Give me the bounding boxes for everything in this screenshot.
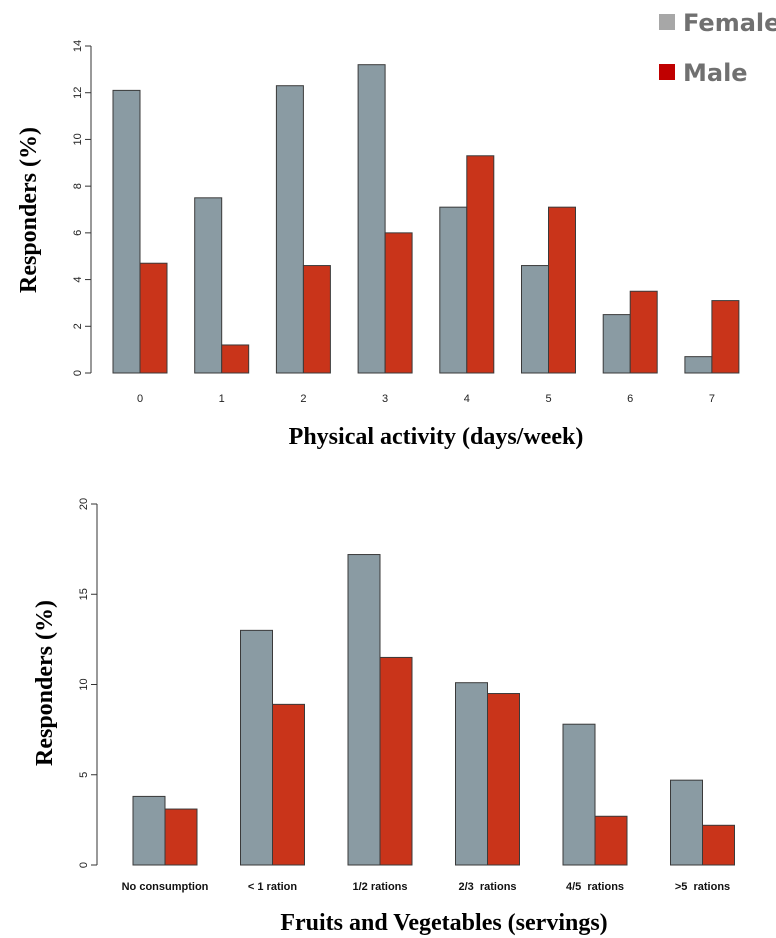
chart1-bars [112, 64, 740, 374]
bar-male-0 [164, 808, 198, 866]
bar-male-5 [702, 824, 735, 866]
y-tick-label: 10 [78, 678, 90, 690]
y-tick-label: 8 [72, 183, 84, 189]
bar-male-1 [221, 344, 250, 374]
bar-male-4 [466, 155, 495, 374]
x-tick-label: >5 rations [675, 881, 730, 893]
y-tick-label: 15 [78, 588, 90, 600]
bar-male-2 [379, 656, 413, 866]
x-tick-label: 1/2 rations [352, 881, 407, 893]
bar-male-3 [487, 693, 520, 866]
bar-female-3 [455, 682, 488, 866]
legend-swatch-male [659, 64, 675, 80]
bar-female-3 [357, 64, 386, 374]
bar-female-7 [684, 356, 713, 374]
x-tick-label: 5 [545, 393, 551, 405]
chart1-y-axis: 0 2 4 6 8 10 12 14 [72, 40, 92, 376]
legend-swatch-female [659, 14, 675, 30]
legend: Female Male [659, 9, 776, 87]
legend-label-female: Female [683, 9, 776, 37]
bar-male-6 [629, 290, 658, 374]
bar-male-4 [594, 815, 628, 866]
bar-male-3 [384, 232, 413, 374]
y-tick-label: 5 [78, 772, 90, 778]
x-tick-label: 2/3 rations [458, 881, 516, 893]
bar-female-1 [194, 197, 223, 374]
bar-female-0 [132, 795, 166, 866]
y-tick-label: 2 [72, 323, 84, 329]
bar-male-7 [711, 300, 740, 374]
legend-label-male: Male [683, 59, 748, 87]
y-tick-label: 20 [78, 498, 90, 510]
bar-female-5 [521, 265, 549, 374]
chart2-y-axis-title: Responders (%) [32, 600, 58, 766]
x-tick-label: 3 [382, 393, 388, 405]
x-tick-label: 4 [464, 393, 470, 405]
y-tick-label: 0 [78, 862, 90, 868]
bar-male-5 [548, 206, 576, 374]
bar-female-5 [670, 779, 703, 866]
x-tick-label: 6 [627, 393, 633, 405]
bar-male-1 [272, 703, 305, 866]
chart2-y-axis: 0 5 10 15 20 [78, 498, 98, 868]
bar-female-6 [602, 314, 631, 374]
bar-female-2 [275, 85, 304, 374]
chart2-x-axis-title: Fruits and Vegetables (servings) [280, 910, 607, 936]
x-tick-label: 7 [709, 393, 715, 405]
chart1-x-tick-labels: 0 1 2 3 4 5 6 7 [137, 393, 715, 405]
x-tick-label: No consumption [122, 881, 209, 893]
y-tick-label: 10 [72, 133, 84, 145]
bar-female-4 [439, 206, 468, 374]
x-tick-label: 1 [219, 393, 225, 405]
y-tick-label: 4 [72, 277, 84, 283]
bar-female-4 [562, 723, 596, 866]
y-tick-label: 0 [72, 370, 84, 376]
chart1-x-axis-title: Physical activity (days/week) [289, 424, 584, 450]
bar-female-1 [240, 629, 273, 866]
x-tick-label: 2 [300, 393, 306, 405]
y-tick-label: 14 [72, 40, 84, 52]
bar-female-2 [347, 554, 381, 866]
chart2-x-tick-labels: No consumption < 1 ration 1/2 rations 2/3 r… [122, 881, 731, 893]
chart1-y-axis-title: Responders (%) [16, 127, 42, 293]
y-tick-label: 12 [72, 87, 84, 99]
y-tick-label: 6 [72, 230, 84, 236]
bar-male-2 [302, 265, 331, 374]
x-tick-label: < 1 ration [248, 881, 297, 893]
fruits-vegetables-chart: 0 5 10 15 20 No consumption < 1 ration 1/2 rat… [32, 498, 735, 936]
chart2-bars [132, 554, 735, 866]
x-tick-label: 4/5 rations [566, 881, 624, 893]
x-tick-label: 0 [137, 393, 143, 405]
bar-female-0 [112, 89, 141, 374]
bar-male-0 [139, 262, 168, 374]
